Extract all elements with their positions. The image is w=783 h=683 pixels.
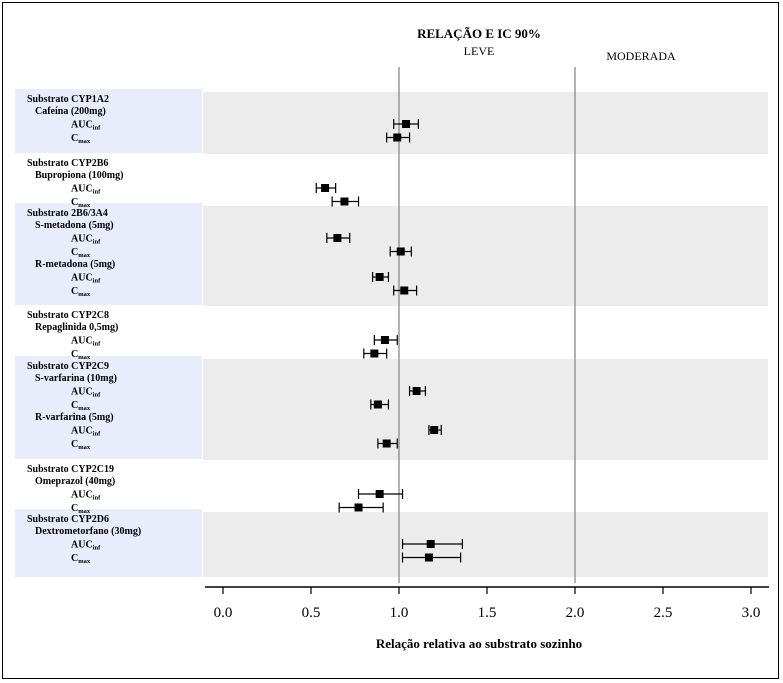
drug-label: Repaglinida 0,5mg)	[35, 322, 118, 333]
point-estimate	[354, 503, 363, 512]
drug-label: R-metadona (5mg)	[35, 259, 115, 270]
point-estimate	[375, 273, 384, 281]
group-band-label	[15, 153, 202, 204]
point-estimate	[396, 247, 405, 256]
group-band-label	[15, 203, 202, 306]
drug-label: Cafeína (200mg)	[35, 106, 106, 117]
point-estimate	[426, 540, 435, 548]
group-bands	[15, 89, 768, 577]
substrate-label: Substrato 2B6/3A4	[27, 208, 108, 219]
group-band-plot	[203, 206, 768, 306]
group-band-plot	[203, 92, 768, 154]
substrate-label: Substrato CYP2D6	[27, 514, 109, 525]
x-tick-label: 0.5	[302, 605, 321, 621]
data-marks	[315, 119, 463, 563]
point-estimate	[321, 184, 330, 192]
group-band-label	[15, 356, 202, 460]
x-tick-label: 3.0	[742, 605, 761, 621]
point-estimate	[402, 120, 411, 128]
substrate-label: Substrato CYP2C8	[27, 310, 109, 321]
point-estimate	[380, 336, 389, 344]
x-tick-label: 2.0	[566, 605, 585, 621]
drug-label: S-metadona (5mg)	[35, 220, 114, 231]
point-estimate	[373, 400, 382, 409]
group-band-plot	[203, 512, 768, 577]
drug-label: S-varfarina (10mg)	[35, 373, 117, 384]
group-band-label	[15, 459, 202, 510]
x-tick-label: 1.0	[390, 605, 409, 621]
substrate-label: Substrato CYP2C9	[27, 361, 109, 372]
reference-line-label: LEVE	[464, 44, 495, 58]
reference-line-label: MODERADA	[606, 49, 676, 63]
x-tick-label: 1.5	[478, 605, 497, 621]
point-estimate	[382, 439, 391, 448]
group-band-label	[15, 89, 202, 154]
reference-lines: LEVE MODERADA	[398, 44, 676, 583]
point-estimate	[400, 286, 409, 295]
group-band-label	[15, 305, 202, 357]
point-estimate	[375, 490, 384, 498]
point-estimate	[370, 349, 379, 358]
drug-label: Dextrometorfano (30mg)	[35, 526, 141, 537]
group-band-label	[15, 509, 202, 577]
substrate-label: Substrato CYP2B6	[27, 158, 108, 169]
point-estimate	[393, 133, 402, 142]
x-tick-label: 2.5	[654, 605, 673, 621]
point-estimate	[333, 234, 342, 242]
point-estimate	[424, 553, 433, 562]
substrate-label: Substrato CYP1A2	[27, 94, 109, 105]
x-tick-label: 0.0	[214, 605, 233, 621]
drug-label: Bupropiona (100mg)	[35, 170, 123, 181]
substrate-label: Substrato CYP2C19	[27, 464, 114, 475]
point-estimate	[340, 197, 349, 206]
x-axis-label: Relação relativa ao substrato sozinho	[376, 636, 582, 651]
chart-title: RELAÇÃO E IC 90%	[417, 26, 541, 41]
x-axis: 0.0 0.5 1.0 1.5 2.0 2.5 3.0	[205, 586, 769, 621]
group-band-plot	[203, 359, 768, 460]
drug-label: Omeprazol (40mg)	[35, 476, 115, 487]
point-estimate	[430, 426, 439, 434]
point-estimate	[412, 387, 421, 395]
drug-label: R-varfarina (5mg)	[35, 412, 114, 423]
